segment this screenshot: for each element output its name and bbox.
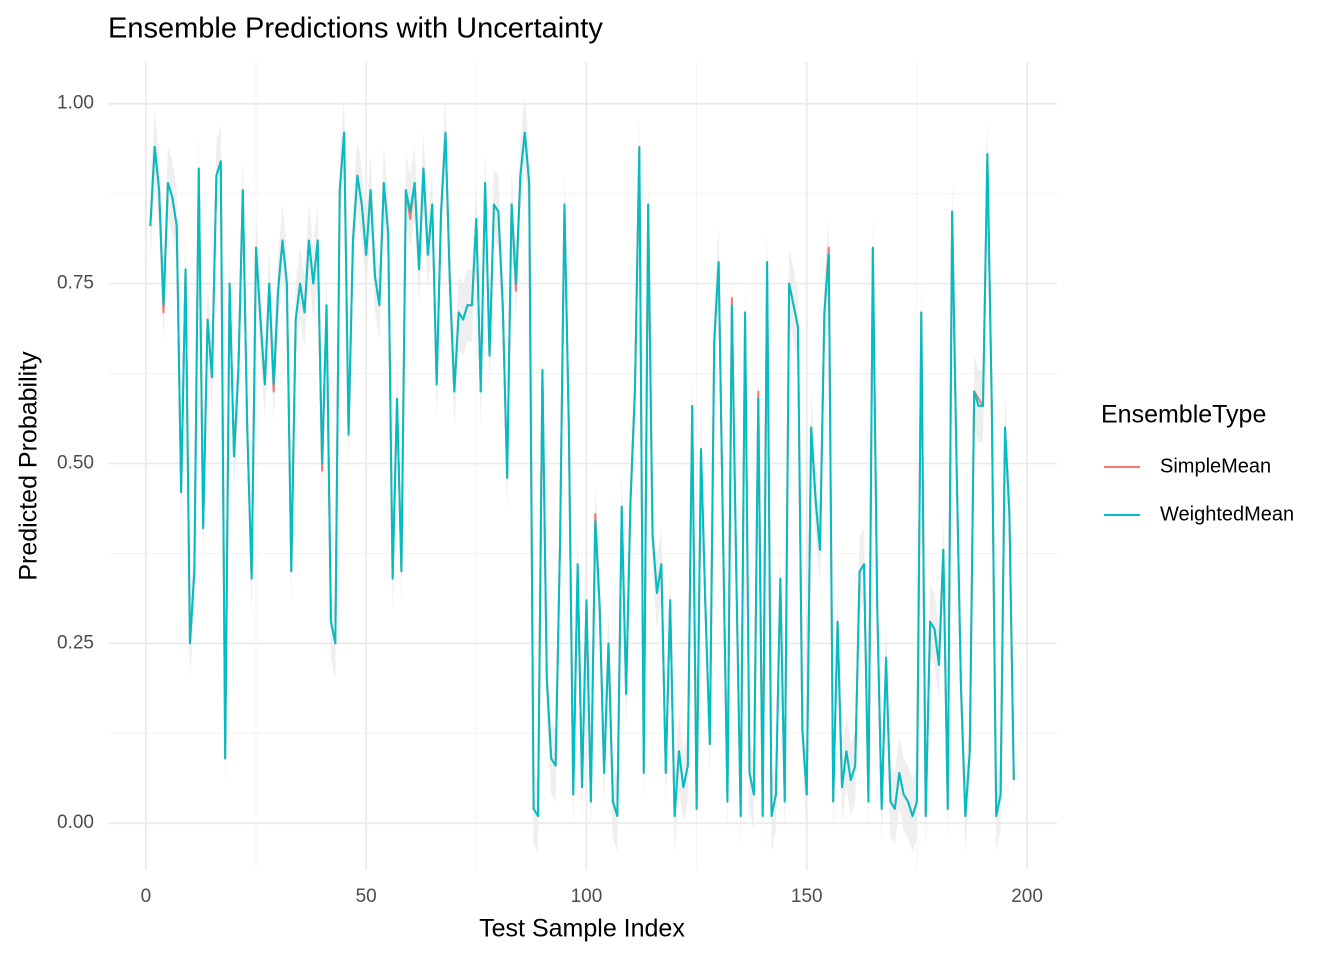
axes: 0 50 100 150 200 0.00 0.25 0.50 0.75 1.00 — [57, 93, 1043, 907]
legend-label: SimpleMean — [1160, 455, 1271, 477]
y-tick-label: 0.00 — [57, 812, 94, 833]
legend-title: EnsembleType — [1101, 401, 1266, 429]
y-tick-label: 0.50 — [57, 452, 94, 473]
x-tick-label: 0 — [141, 886, 152, 907]
x-tick-label: 150 — [791, 886, 823, 907]
y-tick-label: 0.25 — [57, 632, 94, 653]
x-axis-title: Test Sample Index — [479, 915, 685, 943]
legend-label: WeightedMean — [1160, 503, 1294, 525]
plot-area — [149, 96, 1015, 853]
chart-title: Ensemble Predictions with Uncertainty — [108, 13, 603, 45]
x-tick-label: 200 — [1011, 886, 1043, 907]
grid — [108, 62, 1057, 870]
y-tick-label: 1.00 — [57, 93, 94, 114]
uncertainty-ribbon — [150, 96, 1014, 853]
x-tick-label: 100 — [571, 886, 603, 907]
y-tick-label: 0.75 — [57, 273, 94, 294]
y-axis-title: Predicted Probability — [15, 351, 43, 581]
series-line — [149, 131, 1015, 818]
x-tick-label: 50 — [356, 886, 377, 907]
legend: EnsembleType SimpleMean WeightedMean — [1101, 401, 1294, 526]
